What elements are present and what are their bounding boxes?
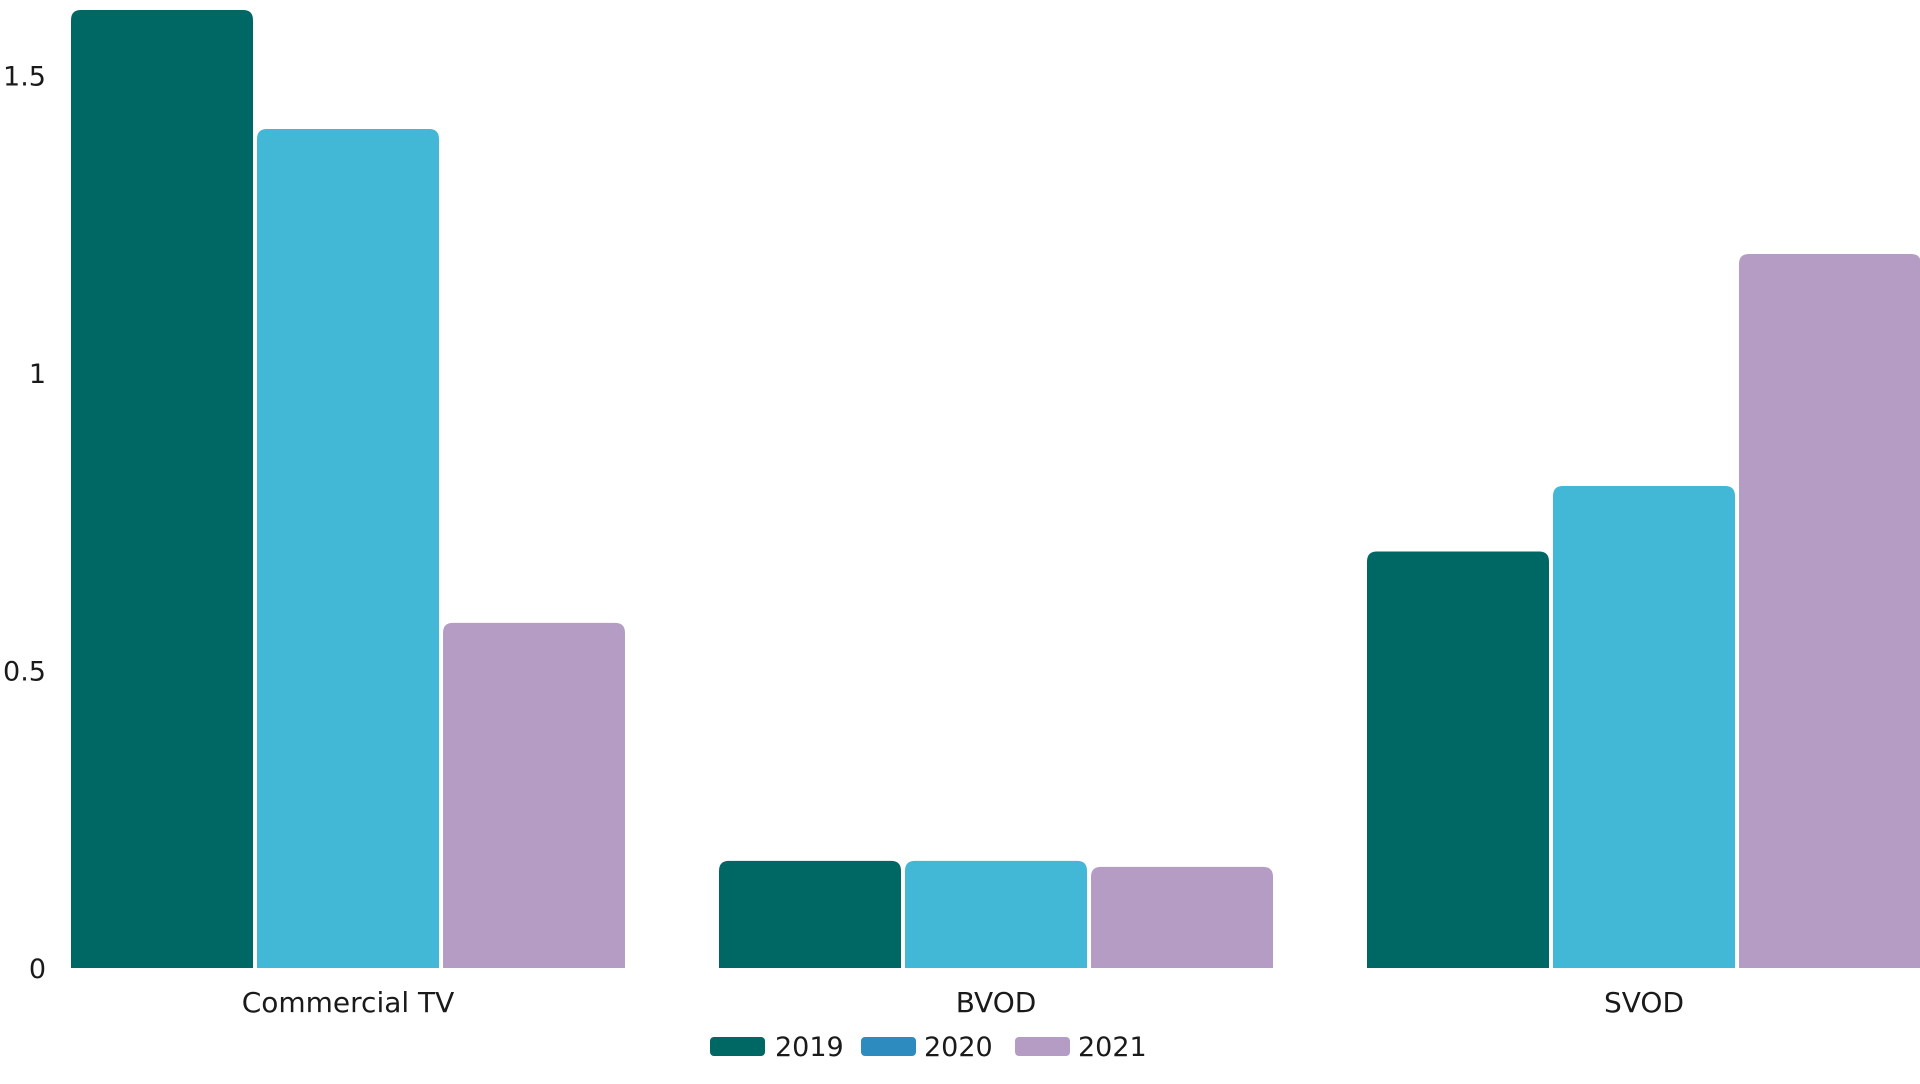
- legend: 2019 2020 2021: [710, 1032, 1147, 1063]
- legend-swatch-2020: [861, 1037, 916, 1056]
- y-axis: 0 0.5 1 1.5: [3, 62, 46, 986]
- bar-2020-svod: [1553, 486, 1735, 968]
- x-category-label: BVOD: [956, 986, 1037, 1019]
- y-tick-label: 0: [29, 954, 46, 985]
- bar-2020-commercial-tv: [257, 129, 439, 969]
- x-category-label: SVOD: [1604, 986, 1684, 1019]
- legend-swatch-2021: [1015, 1037, 1070, 1056]
- y-tick-label: 1.5: [3, 62, 46, 93]
- bar-2020-bvod: [905, 860, 1087, 968]
- bars: [71, 10, 1920, 969]
- bar-2021-commercial-tv: [443, 622, 625, 968]
- bar-2019-svod: [1367, 551, 1549, 968]
- x-axis: Commercial TV BVOD SVOD: [242, 986, 1684, 1019]
- legend-label-2019: 2019: [775, 1032, 844, 1063]
- legend-swatch-2019: [710, 1037, 765, 1056]
- legend-label-2020: 2020: [924, 1032, 993, 1063]
- y-tick-label: 0.5: [3, 657, 46, 688]
- bar-2021-svod: [1739, 254, 1920, 968]
- x-category-label: Commercial TV: [242, 986, 455, 1019]
- bar-2019-bvod: [719, 860, 901, 968]
- y-tick-label: 1: [29, 359, 46, 390]
- bar-2019-commercial-tv: [71, 10, 253, 969]
- bar-2021-bvod: [1091, 866, 1273, 968]
- legend-label-2021: 2021: [1078, 1032, 1147, 1063]
